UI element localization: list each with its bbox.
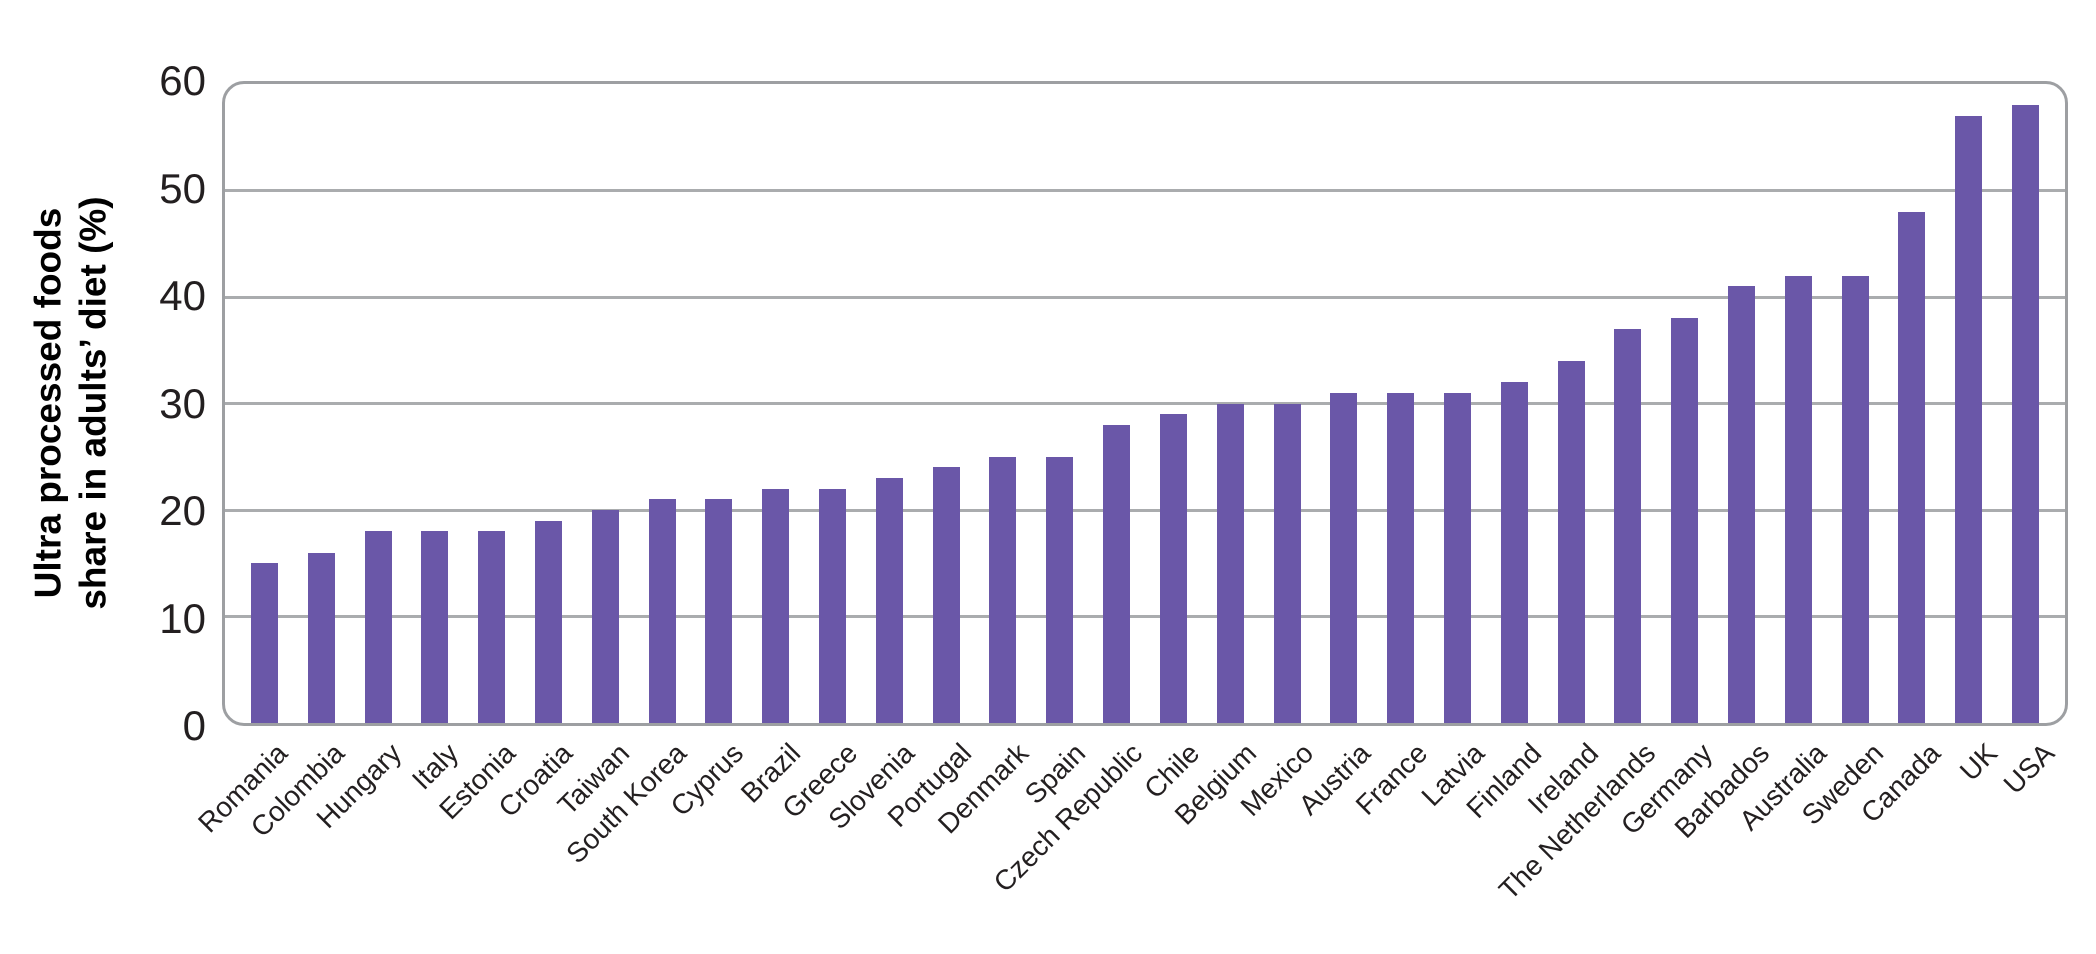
bar-sweden	[1841, 275, 1869, 723]
y-tick-label-50: 50	[159, 164, 206, 212]
bar-cyprus	[705, 499, 733, 723]
gridline-40	[225, 295, 2065, 299]
bar-chile	[1159, 414, 1187, 723]
bar-mexico	[1273, 403, 1301, 723]
gridline-20	[225, 508, 2065, 512]
bar-slot-austria	[1315, 84, 1372, 723]
bar-czech-republic	[1103, 424, 1131, 723]
bar-slot-denmark	[975, 84, 1032, 723]
bar-south-korea	[648, 499, 676, 723]
bar-taiwan	[591, 510, 619, 723]
bar-slot-sweden	[1827, 84, 1884, 723]
bar-slot-latvia	[1429, 84, 1486, 723]
gridline-10	[225, 615, 2065, 619]
bar-slot-south-korea	[634, 84, 691, 723]
bar-slot-germany	[1656, 84, 1713, 723]
bar-slot-australia	[1770, 84, 1827, 723]
y-tick-label-40: 40	[159, 272, 206, 319]
bar-canada	[1898, 211, 1926, 723]
bar-ireland	[1557, 360, 1585, 723]
bar-slovenia	[875, 478, 903, 723]
plot-area	[222, 81, 2068, 726]
bar-brazil	[762, 488, 790, 723]
bar-spain	[1046, 456, 1074, 723]
bar-slot-cyprus	[691, 84, 748, 723]
bar-slot-czech-republic	[1088, 84, 1145, 723]
bar-slot-chile	[1145, 84, 1202, 723]
x-label-usa: USA	[1997, 737, 2060, 800]
bar-slot-italy	[406, 84, 463, 723]
bar-finland	[1500, 382, 1528, 723]
bar-belgium	[1216, 403, 1244, 723]
x-label-uk: UK	[1953, 737, 2003, 787]
bar-germany	[1671, 318, 1699, 723]
bar-slot-hungary	[350, 84, 407, 723]
y-tick-label-20: 20	[159, 487, 206, 534]
bar-barbados	[1728, 286, 1756, 723]
bar-slot-usa	[1997, 84, 2054, 723]
bar-slot-belgium	[1202, 84, 1259, 723]
bar-france	[1387, 392, 1415, 723]
bar-slot-barbados	[1713, 84, 1770, 723]
bar-estonia	[478, 531, 506, 723]
bar-the-netherlands	[1614, 328, 1642, 723]
bar-slot-the-netherlands	[1600, 84, 1657, 723]
bar-slot-canada	[1884, 84, 1941, 723]
bar-greece	[819, 488, 847, 723]
bar-slot-ireland	[1543, 84, 1600, 723]
bar-slot-croatia	[520, 84, 577, 723]
gridline-50	[225, 189, 2065, 192]
bar-austria	[1330, 392, 1358, 723]
bar-slot-portugal	[918, 84, 975, 723]
bar-slot-slovenia	[861, 84, 918, 723]
bar-slot-taiwan	[577, 84, 634, 723]
bar-slot-france	[1372, 84, 1429, 723]
bar-croatia	[534, 520, 562, 723]
bar-romania	[250, 563, 278, 723]
bars-layer	[225, 84, 2065, 723]
y-tick-label-0: 0	[182, 702, 206, 749]
bar-colombia	[307, 552, 335, 723]
bar-australia	[1784, 275, 1812, 723]
bar-slot-uk	[1940, 84, 1997, 723]
bar-usa	[2012, 105, 2040, 723]
bar-slot-greece	[804, 84, 861, 723]
bar-hungary	[364, 531, 392, 723]
bar-slot-brazil	[747, 84, 804, 723]
bar-uk	[1955, 115, 1983, 723]
bar-denmark	[989, 456, 1017, 723]
y-tick-label-60: 60	[159, 57, 206, 104]
bar-italy	[421, 531, 449, 723]
y-tick-label-10: 10	[159, 594, 206, 642]
bar-slot-estonia	[463, 84, 520, 723]
bar-slot-romania	[236, 84, 293, 723]
bar-portugal	[932, 467, 960, 723]
bar-slot-spain	[1031, 84, 1088, 723]
gridline-30	[225, 402, 2065, 405]
bar-latvia	[1443, 392, 1471, 723]
bar-slot-colombia	[293, 84, 350, 723]
y-tick-label-30: 30	[159, 379, 206, 427]
bar-slot-finland	[1486, 84, 1543, 723]
bar-slot-mexico	[1259, 84, 1316, 723]
